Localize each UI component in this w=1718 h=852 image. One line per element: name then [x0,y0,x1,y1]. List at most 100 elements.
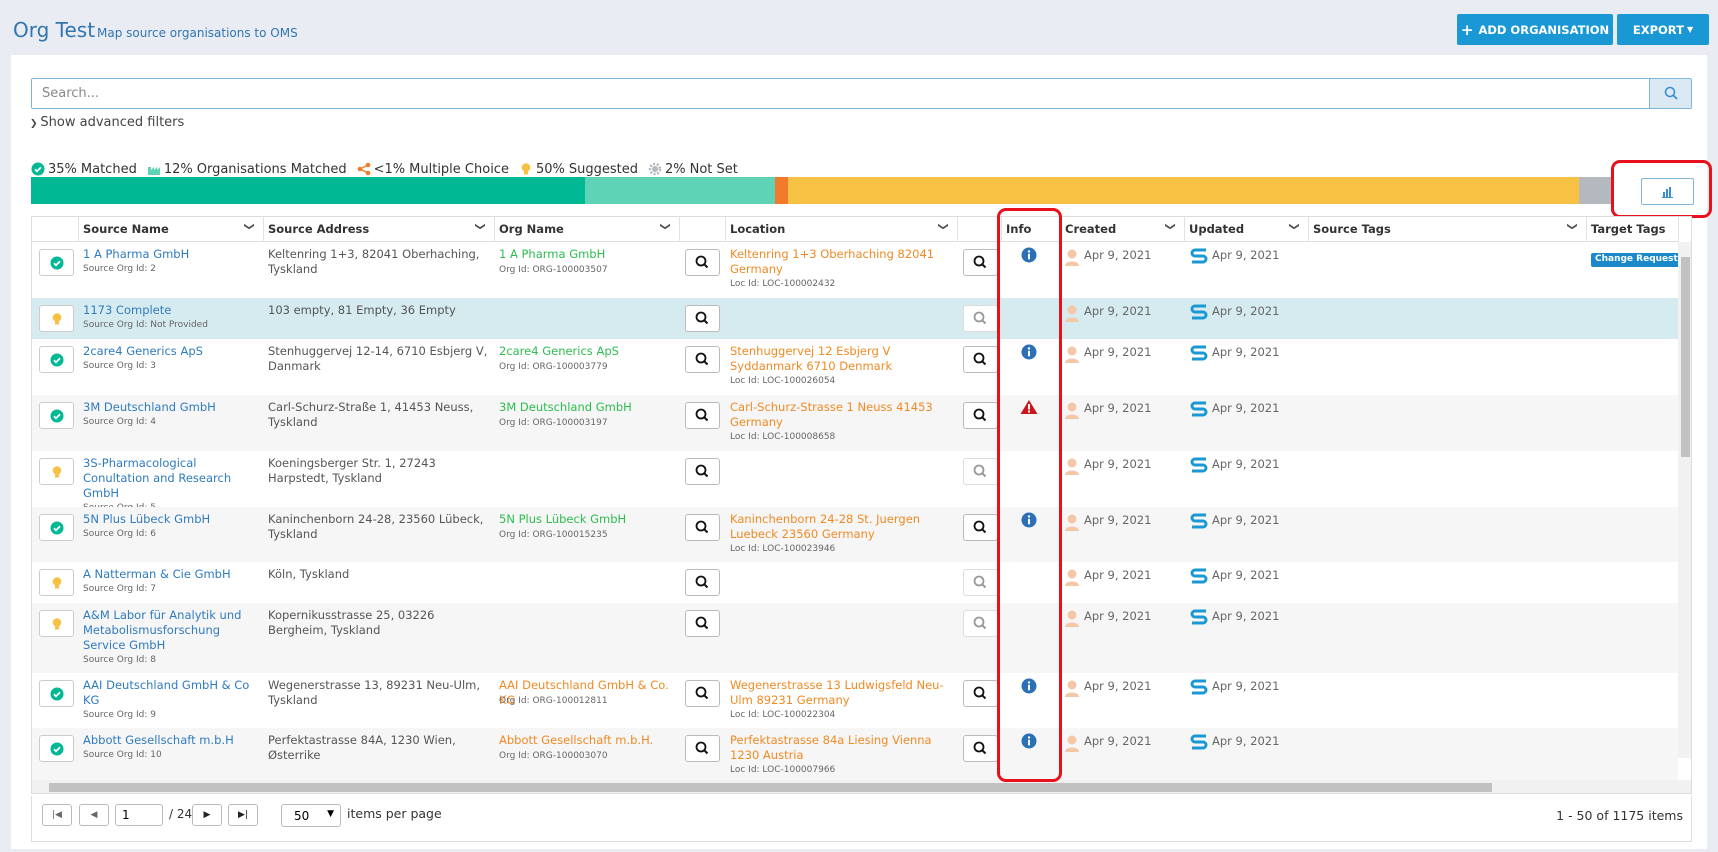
source-name: 3M Deutschland GmbH [83,400,216,414]
search-button[interactable] [1649,79,1691,108]
org-id: Org Id: ORG-100012811 [499,696,608,706]
legend-label: Matched [80,161,137,177]
search-icon [1664,86,1678,100]
org-id: Org Id: ORG-100003197 [499,418,608,428]
avatar-glyph [1065,402,1079,419]
source-org-id: Source Org Id: Not Provided [83,320,208,330]
bar-segment [787,177,1580,204]
status-icon [52,576,61,588]
system-logo [1190,567,1208,589]
page-number: 1 [122,808,130,822]
lookup-button-glyph [695,464,709,478]
status-button[interactable] [39,610,74,637]
chart-icon [1662,187,1673,198]
avatar [1064,568,1080,590]
status-button[interactable] [39,680,74,707]
org-id: Org Id: ORG-100003070 [499,751,608,761]
h-scroll-thumb [49,783,1492,792]
lookup-button [963,458,998,485]
status-button[interactable] [39,569,74,596]
lookup-button [685,569,720,596]
legend-icon [519,162,533,176]
lookup-button-glyph [695,741,709,755]
status-button[interactable] [39,458,74,485]
status-bar [31,177,1611,204]
page-size[interactable]: 50 ▼ [281,804,341,827]
status-icon [50,256,63,269]
lookup-button [963,305,998,332]
lookup-button [963,610,998,637]
source-name: A&M Labor für Analytik und Metabolismusf… [83,608,242,652]
status-button[interactable] [39,305,74,332]
avatar-glyph [1065,735,1079,752]
avatar [1064,513,1080,535]
bar-segment [1579,177,1611,204]
status-button[interactable] [39,249,74,276]
source-address: Kaninchenborn 24-28, 23560 Lübeck, Tyskl… [268,512,484,541]
status-button[interactable] [39,735,74,762]
system-logo-glyph [1190,568,1208,584]
add-button[interactable]: + ADD ORGANISATION [1457,14,1613,45]
updated-date: Apr 9, 2021 [1212,304,1280,318]
column-header: Location [730,222,786,236]
location: Stenhuggervej 12 Esbjerg V Syddanmark 67… [730,344,893,373]
column-header: Info [1006,222,1032,236]
lookup-button [685,249,720,276]
avatar-glyph [1065,249,1079,266]
lookup-button [685,680,720,707]
source-org-id: Source Org Id: 6 [83,529,156,539]
source-org-id: Source Org Id: 7 [83,584,156,594]
search-box[interactable]: Search... [31,78,1692,109]
info-highlight [997,208,1062,782]
legend-icon-glyph [31,162,45,176]
legend-icon [357,162,371,176]
legend-icon-glyph [648,162,662,176]
status-button[interactable] [39,402,74,429]
data-table: Source Name ❯ Source Address ❯ Org Name ❯ Loca… [31,216,1692,794]
lookup-button [685,610,720,637]
caret: ▼ [327,809,334,819]
lookup-button-glyph [973,255,987,269]
page-input[interactable]: 1 [115,804,163,826]
org-name: AAI Deutschland GmbH & Co. KG [499,678,669,707]
created-date: Apr 9, 2021 [1084,609,1152,623]
lookup-button-glyph [695,408,709,422]
next-page[interactable]: ▶ [192,804,222,826]
status-button[interactable] [39,514,74,541]
info-icon-glyph [1021,678,1037,694]
first-page[interactable]: |◀ [42,804,72,826]
system-logo-glyph [1190,457,1208,473]
status-icon [50,521,63,534]
prev-page[interactable]: ◀ [79,804,109,826]
source-address: 103 empty, 81 Empty, 36 Empty [268,303,456,317]
status-icon [50,742,63,755]
avatar [1064,304,1080,326]
loc-id: Loc Id: LOC-100023946 [730,544,836,554]
legend-percent: 12% [163,161,193,177]
avatar-glyph [1065,610,1079,627]
system-logo [1190,456,1208,478]
last-page[interactable]: ▶| [228,804,258,826]
source-name: 5N Plus Lübeck GmbH [83,512,211,526]
advanced-filters[interactable]: ❯ Show advanced filters [30,115,184,130]
sort-chevron: ❯ [659,222,671,231]
source-address: Köln, Tyskland [268,567,350,581]
lookup-button-glyph [973,616,987,630]
lookup-button [685,346,720,373]
chart-toggle[interactable] [1641,178,1694,205]
legend-label: Not Set [689,161,738,177]
legend-icon [648,162,662,176]
org-id: Org Id: ORG-100015235 [499,530,608,540]
lookup-button-glyph [973,352,987,366]
legend-icon-glyph [147,167,160,175]
export-button[interactable]: EXPORT ▼ [1617,14,1709,45]
status-button[interactable] [39,346,74,373]
created-date: Apr 9, 2021 [1084,513,1152,527]
system-logo-glyph [1190,734,1208,750]
avatar-glyph [1065,514,1079,531]
system-logo-glyph [1190,304,1208,320]
updated-date: Apr 9, 2021 [1212,513,1280,527]
table-row [32,673,1678,729]
updated-date: Apr 9, 2021 [1212,401,1280,415]
